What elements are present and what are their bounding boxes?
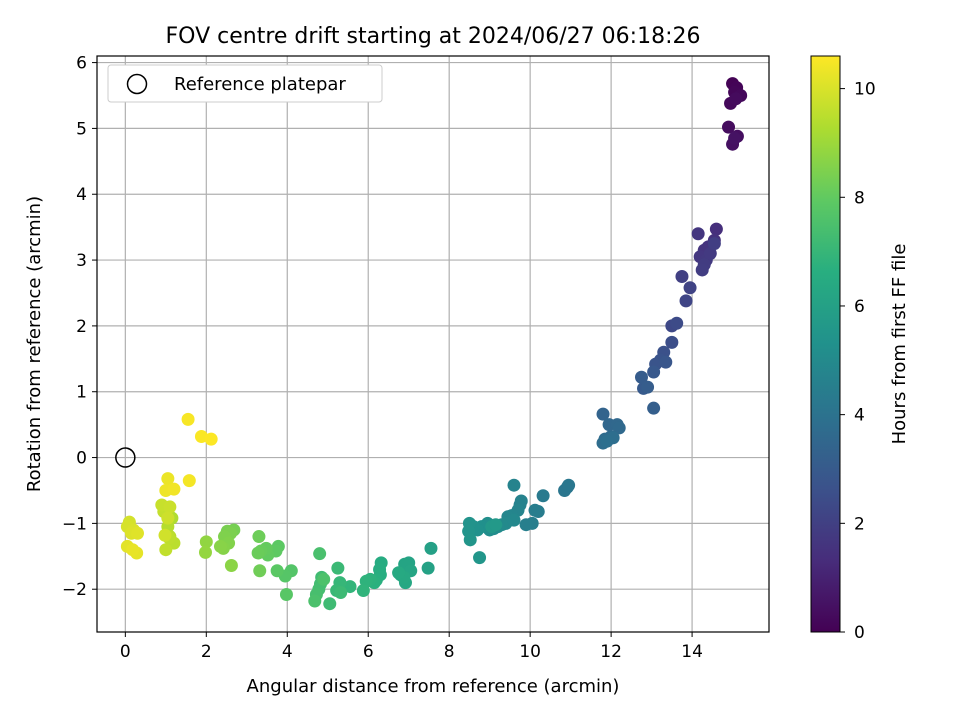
data-point [270,564,284,578]
data-point [709,222,723,236]
x-tick-label: 8 [444,642,455,662]
chart-title: FOV centre drift starting at 2024/06/27 … [166,24,701,49]
data-point [647,401,661,415]
plot-frame [96,55,770,633]
y-tick-label: 2 [76,317,87,337]
data-point [392,566,406,580]
legend: Reference platepar [107,64,383,103]
colorbar [810,55,841,633]
colorbar-tick-label: 0 [854,623,865,643]
x-tick-label: 2 [201,642,212,662]
data-point [323,597,337,611]
data-point [675,270,689,284]
data-point [647,365,661,379]
x-tick-label: 14 [681,642,703,662]
data-point [424,541,438,555]
data-point [167,482,181,496]
data-point [317,572,331,586]
x-tick-label: 0 [120,642,131,662]
x-tick-label: 6 [363,642,374,662]
legend-box [107,64,383,103]
data-point [528,503,542,517]
x-axis-label: Angular distance from reference (arcmin) [247,676,620,697]
data-point [659,355,673,369]
data-point [159,543,173,557]
y-tick-label: 0 [76,449,87,469]
y-tick-label: −2 [62,580,87,600]
data-point [463,533,477,547]
data-point [600,434,614,448]
colorbar-tick-label: 4 [854,406,865,426]
data-point [507,478,521,492]
y-tick-label: −1 [62,514,87,534]
colorbar-label: Hours from first FF file [889,244,910,445]
data-point [224,559,238,573]
data-point [679,294,693,308]
data-point [473,551,487,565]
data-point [126,543,140,557]
legend-label-reference: Reference platepar [174,74,346,95]
data-point [707,237,721,251]
data-point [421,561,435,575]
data-point [161,511,175,525]
data-point [163,500,177,514]
data-point [536,489,550,503]
y-tick-label: 4 [76,185,87,205]
data-point [343,580,357,594]
data-point [670,316,684,330]
data-point [519,518,533,532]
y-tick-label: 6 [76,54,87,74]
data-point [634,370,648,384]
data-point [334,586,348,600]
data-point [562,478,576,492]
data-point [130,526,144,540]
data-point [204,432,218,446]
data-point [331,561,345,575]
data-point [683,281,697,295]
data-point [612,421,626,435]
data-point [213,539,227,553]
data-point [722,120,736,134]
data-point [181,412,195,426]
colorbar-tick-label: 10 [854,80,876,100]
data-point [695,263,709,277]
data-point [728,131,742,145]
data-point [313,547,327,561]
y-tick-label: 3 [76,251,87,271]
data-point [729,92,743,106]
x-tick-label: 4 [282,642,293,662]
data-point [251,546,265,560]
reference-marker [115,447,136,468]
data-point [641,380,655,394]
data-point [703,246,717,260]
data-point [253,564,267,578]
y-tick-label: 5 [76,119,87,139]
data-point [182,474,196,488]
data-point [489,518,503,532]
data-point [596,407,610,421]
x-tick-label: 10 [519,642,541,662]
legend-marker-reference [126,73,148,95]
data-point [665,335,679,349]
data-point [356,584,370,598]
colorbar-tick-label: 8 [854,188,865,208]
data-point [308,594,322,608]
data-point [158,528,172,542]
data-point [161,472,175,486]
colorbar-tick-label: 6 [854,297,865,317]
x-tick-label: 12 [600,642,622,662]
data-point [279,587,293,601]
data-point [198,545,212,559]
colorbar-tick-label: 2 [854,514,865,534]
data-point [199,535,213,549]
data-point [252,530,266,544]
y-tick-label: 1 [76,383,87,403]
data-point [691,227,705,241]
y-axis-label: Rotation from reference (arcmin) [24,196,45,492]
